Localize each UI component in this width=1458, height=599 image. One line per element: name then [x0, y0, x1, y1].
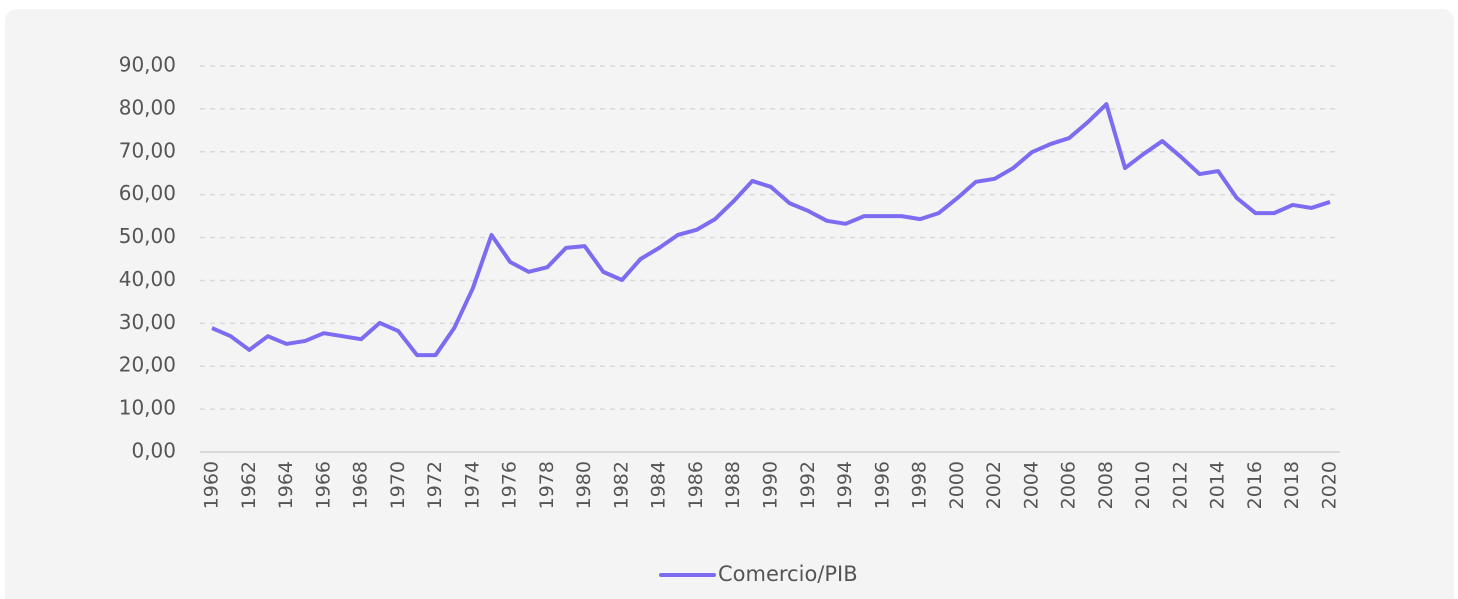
x-tick-label: 1976: [499, 461, 521, 509]
y-tick-label: 10,00: [119, 396, 176, 420]
x-tick-label: 1968: [350, 461, 372, 509]
y-tick-label: 40,00: [119, 267, 176, 291]
x-tick-label: 2018: [1281, 461, 1303, 509]
x-tick-label: 2004: [1020, 461, 1042, 509]
x-tick-label: 2016: [1244, 461, 1266, 509]
y-tick-label: 0,00: [131, 439, 176, 463]
x-tick-label: 1962: [238, 461, 260, 509]
x-tick-label: 1982: [610, 461, 632, 509]
x-tick-label: 1972: [424, 461, 446, 509]
x-tick-label: 1994: [834, 461, 856, 509]
y-tick-label: 20,00: [119, 353, 176, 377]
x-tick-label: 1970: [387, 461, 409, 509]
x-tick-label: 2020: [1319, 461, 1341, 509]
x-tick-label: 1980: [573, 461, 595, 509]
y-tick-label: 50,00: [119, 224, 176, 248]
x-tick-label: 1984: [648, 461, 670, 509]
x-tick-label: 2012: [1169, 461, 1191, 509]
x-tick-label: 1978: [536, 461, 558, 509]
series-line: [211, 102, 1331, 358]
y-tick-label: 30,00: [119, 310, 176, 334]
card: [5, 9, 1454, 599]
y-tick-label: 80,00: [119, 95, 176, 119]
x-tick-label: 2008: [1095, 461, 1117, 509]
x-tick-label: 1974: [461, 461, 483, 509]
x-tick-label: 1988: [722, 461, 744, 509]
x-tick-label: 2000: [946, 461, 968, 509]
x-tick-label: 1992: [797, 461, 819, 509]
x-tick-label: 1990: [760, 461, 782, 509]
legend-label: Comercio/PIB: [718, 562, 858, 586]
y-tick-label: 60,00: [119, 181, 176, 205]
x-tick-label: 2014: [1207, 461, 1229, 509]
x-tick-label: 1966: [312, 461, 334, 509]
x-tick-label: 1960: [201, 461, 223, 509]
y-tick-label: 90,00: [119, 53, 176, 77]
x-tick-label: 1986: [685, 461, 707, 509]
x-tick-label: 2006: [1058, 461, 1080, 509]
x-tick-label: 1964: [275, 461, 297, 509]
x-tick-label: 2002: [983, 461, 1005, 509]
x-tick-label: 1996: [871, 461, 893, 509]
x-tick-label: 1998: [909, 461, 931, 509]
y-tick-label: 70,00: [119, 138, 176, 162]
x-tick-label: 2010: [1132, 461, 1154, 509]
